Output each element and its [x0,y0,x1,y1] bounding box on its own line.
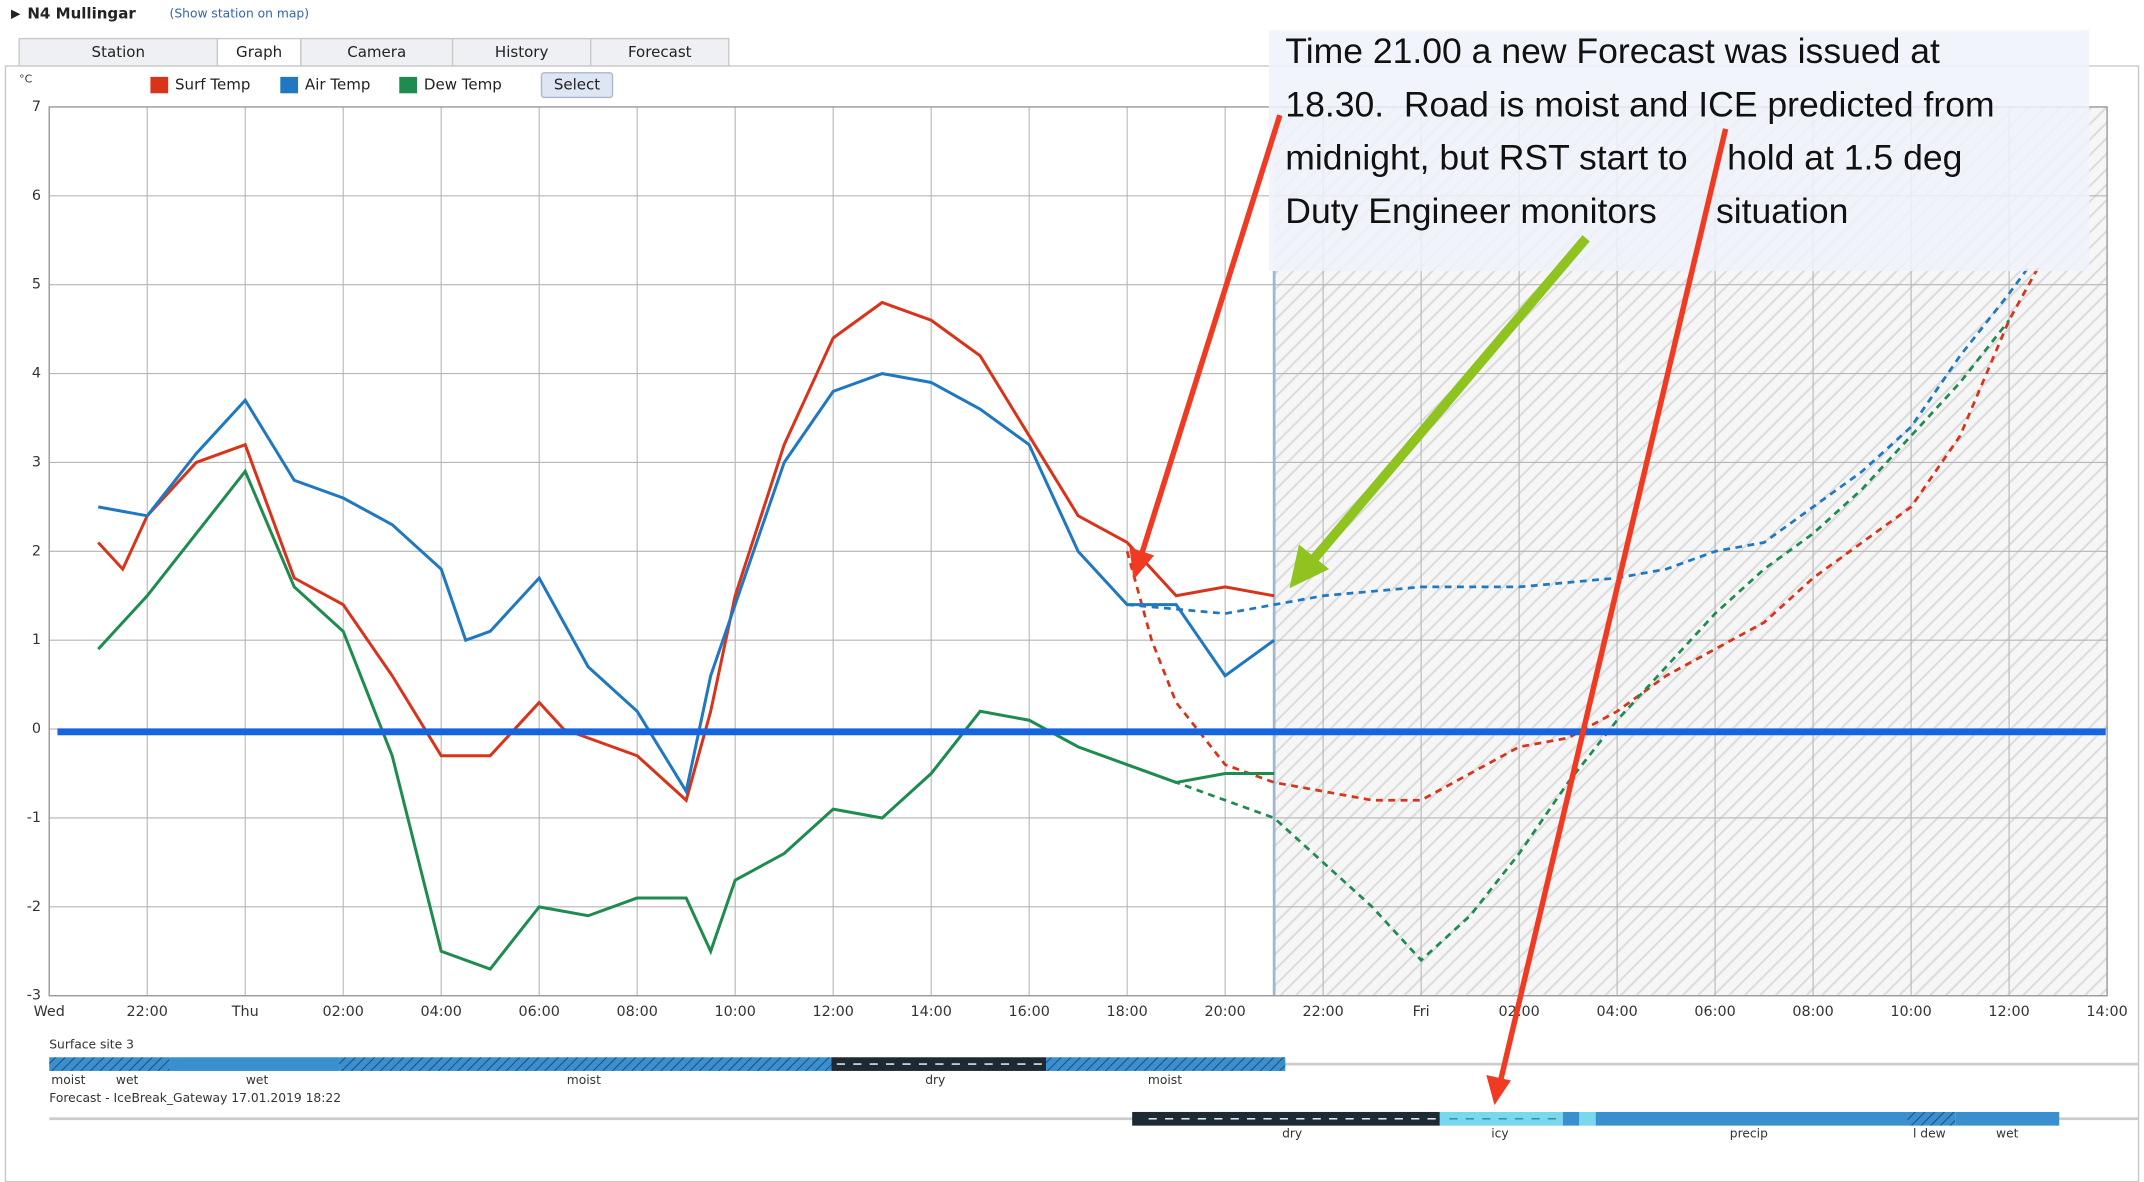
state-segment [1579,1111,1596,1126]
tab-label: Camera [347,43,406,61]
arrowhead [1129,547,1155,581]
tab[interactable] [451,37,592,67]
state-label: moist [567,1073,601,1087]
x-tick-label: 02:00 [323,1004,364,1020]
x-tick-label: 14:00 [910,1004,951,1020]
bar-title: Surface site 3 [49,1037,134,1051]
state-label: icy [1491,1126,1508,1140]
select-label: Select [554,76,600,94]
x-tick-label: 04:00 [1596,1004,1637,1020]
x-tick-label: 16:00 [1008,1004,1049,1020]
x-tick-label: Thu [231,1004,259,1020]
y-tick-label: 5 [32,277,41,293]
y-tick-label: 0 [32,721,41,737]
tab-label: Station [92,43,145,61]
tab[interactable] [590,37,730,67]
tab-label: Forecast [628,43,692,61]
x-tick-label: 20:00 [1204,1004,1245,1020]
x-tick-label: 18:00 [1106,1004,1147,1020]
series-line [97,300,1275,803]
x-tick-label: 22:00 [1302,1004,1343,1020]
state-segment [339,1057,832,1071]
legend-swatch [150,76,169,94]
x-tick-label: 06:00 [519,1004,560,1020]
state-segment [1595,1111,1908,1126]
forecast-line [1127,266,2030,615]
series-line [97,372,1276,796]
state-label: precip [1730,1126,1768,1140]
arrows [1129,114,1729,1106]
bar-title: Forecast - IceBreak_Gateway 17.01.2019 1… [49,1091,341,1105]
arrowhead [1289,544,1330,589]
x-tick-label: 12:00 [812,1004,853,1020]
state-label: moist [1148,1073,1182,1087]
y-tick-label: 1 [32,632,41,648]
x-tick-label: 08:00 [1792,1004,1833,1020]
tab-label: Graph [236,43,282,61]
annotation-box [1268,30,2090,272]
x-tick-label: 22:00 [127,1004,168,1020]
state-label: wet [246,1073,269,1087]
y-tick-label: 2 [32,543,41,559]
annotation-line: Time 21.00 a new Forecast was issued at [1285,31,1940,71]
legend-swatch [280,76,299,94]
red-arrow [1137,114,1283,560]
forecast-line [1126,319,2011,963]
legend-label: Surf Temp [175,76,250,94]
tab-label: History [495,43,549,61]
select-button[interactable] [540,72,614,99]
state-label: dry [1282,1126,1302,1140]
x-tick-label: 10:00 [715,1004,756,1020]
y-tick-label: 4 [32,366,41,382]
legend-label: Dew Temp [424,76,502,94]
map-link[interactable]: (Show station on map) [170,6,309,20]
state-segment [169,1057,340,1071]
y-tick-label: 7 [32,99,41,115]
x-tick-label: 06:00 [1694,1004,1735,1020]
annotation-line: 18.30. Road is moist and ICE predicted f… [1285,84,1994,124]
station-name: N4 Mullingar [27,4,136,22]
x-tick-label: 12:00 [1988,1004,2029,1020]
green-arrow [1306,235,1590,567]
annotation-line: Duty Engineer monitors situation [1285,191,1848,231]
annotation-line: midnight, but RST start to hold at 1.5 d… [1285,138,1962,178]
x-tick-label: 14:00 [2086,1004,2127,1020]
legend-swatch [399,76,418,94]
state-segment [49,1057,170,1071]
state-label: wet [1996,1126,2019,1140]
arrowhead [1486,1075,1511,1106]
y-tick-label: 3 [32,454,41,470]
state-label: dry [925,1073,945,1087]
state-label: moist [51,1073,85,1087]
legend-label: Air Temp [305,76,370,94]
y-tick-label: 6 [32,188,41,204]
state-segment [1907,1111,1956,1126]
state-segment [1562,1111,1580,1126]
x-tick-label: Fri [1413,1004,1430,1020]
red-arrow [1497,128,1729,1084]
plot-frame [48,106,2108,997]
state-label: l dew [1913,1126,1946,1140]
tab[interactable] [300,37,454,67]
y-tick-label: -2 [27,899,41,915]
series-line [97,468,1275,971]
y-tick-label: -1 [27,810,41,826]
collapse-icon[interactable]: ▶ [11,6,21,20]
y-tick-label: -3 [27,988,41,1004]
x-tick-label: 10:00 [1890,1004,1931,1020]
x-tick-label: 04:00 [421,1004,462,1020]
state-segment [1955,1111,2060,1126]
x-tick-label: 08:00 [617,1004,658,1020]
state-label: wet [116,1073,139,1087]
state-segment [1046,1057,1286,1071]
x-tick-label: Wed [34,1004,65,1020]
y-unit: °C [19,73,32,86]
